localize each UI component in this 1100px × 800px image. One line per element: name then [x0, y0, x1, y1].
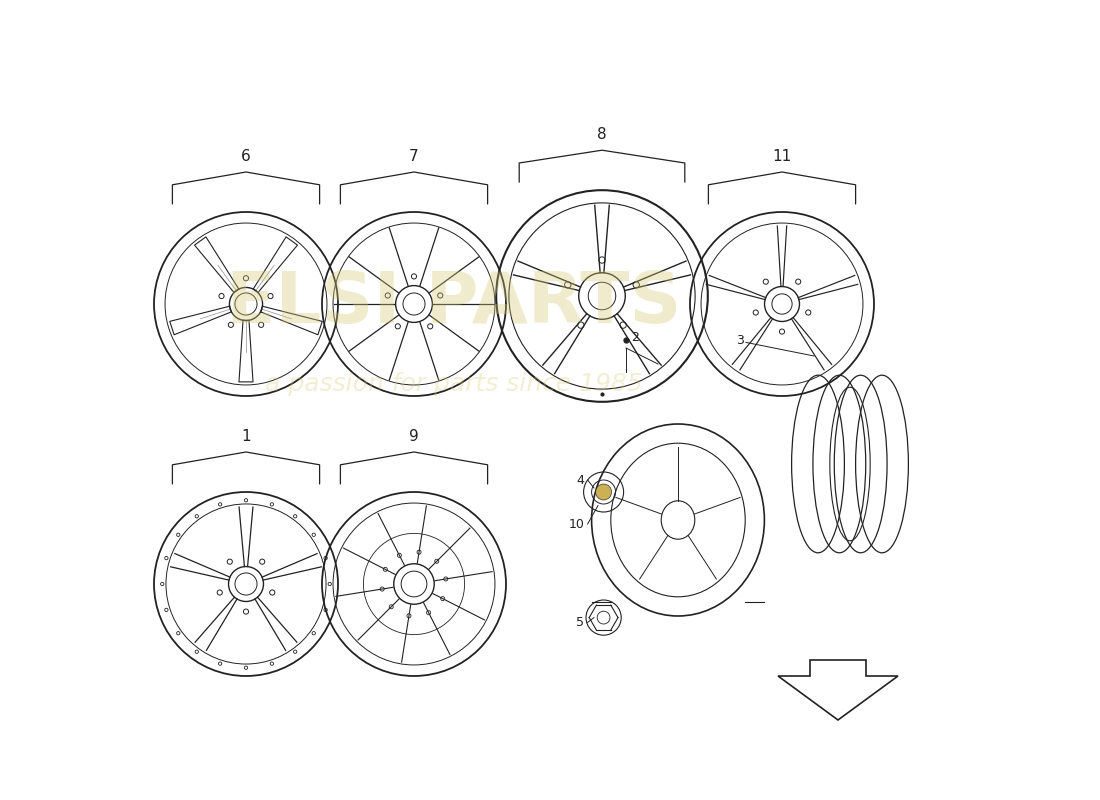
Text: 6: 6	[241, 149, 251, 164]
Text: 11: 11	[772, 149, 792, 164]
Text: 9: 9	[409, 429, 419, 444]
Text: 5: 5	[576, 616, 584, 629]
Text: 1: 1	[241, 429, 251, 444]
Text: 2: 2	[630, 331, 639, 344]
Text: 3: 3	[736, 334, 744, 346]
Text: 4: 4	[576, 474, 584, 486]
Text: a passion for parts since 1985: a passion for parts since 1985	[265, 372, 642, 396]
Text: ELSI PARTS: ELSI PARTS	[227, 270, 682, 338]
Text: 8: 8	[597, 127, 607, 142]
Circle shape	[595, 484, 612, 500]
Text: 10: 10	[569, 518, 584, 530]
Text: 7: 7	[409, 149, 419, 164]
